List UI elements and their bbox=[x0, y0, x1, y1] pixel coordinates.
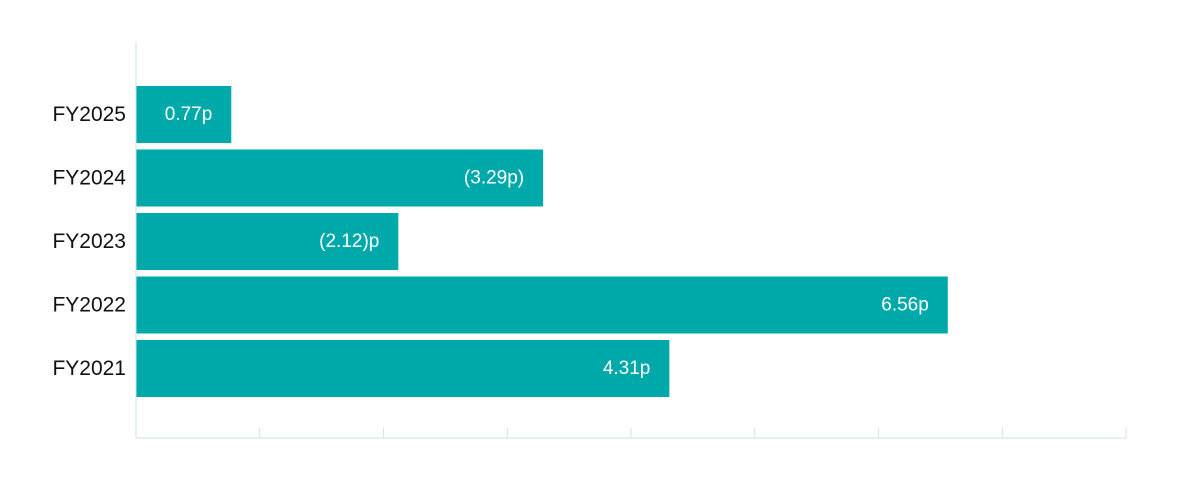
bar-fy2024 bbox=[136, 149, 544, 207]
bar-value-label: 0.77p bbox=[165, 104, 213, 125]
bar-fy2022 bbox=[136, 276, 948, 334]
bar-value-label: (3.29p) bbox=[464, 168, 524, 189]
bars bbox=[136, 86, 948, 397]
x-axis-ticks bbox=[135, 428, 1127, 438]
category-label: FY2023 bbox=[52, 230, 126, 253]
category-label: FY2025 bbox=[52, 103, 126, 126]
bar-value-label: (2.12)p bbox=[319, 231, 379, 252]
bar-value-label: 6.56p bbox=[881, 295, 929, 316]
bar-fy2021 bbox=[136, 340, 670, 397]
labels: 0.77p FY2025 (3.29p) FY2024 (2.12)p FY2023 6.5… bbox=[52, 103, 928, 380]
bar-fy2025 bbox=[136, 86, 232, 143]
category-label: FY2021 bbox=[52, 357, 126, 380]
bar-value-label: 4.31p bbox=[603, 358, 651, 379]
category-label: FY2024 bbox=[52, 167, 126, 190]
bar-fy2023 bbox=[136, 213, 399, 270]
category-label: FY2022 bbox=[52, 294, 126, 317]
